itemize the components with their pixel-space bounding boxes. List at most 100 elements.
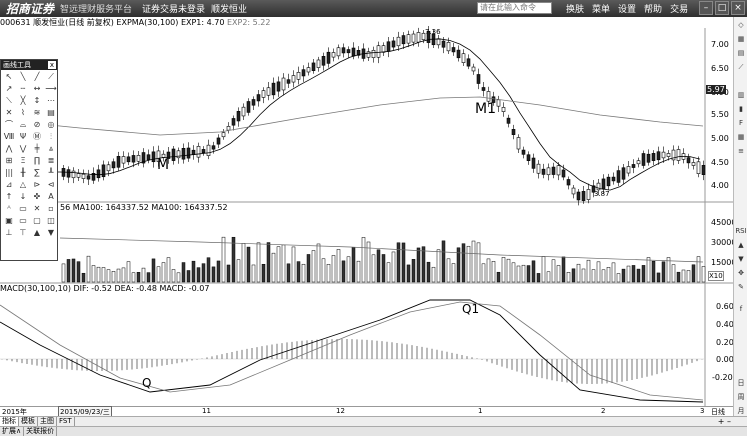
draw-tool-icon[interactable]: ↕ bbox=[33, 96, 41, 105]
draw-tool-icon[interactable]: ⟍ bbox=[6, 96, 12, 105]
sidebar-bars-icon[interactable]: ▮ bbox=[739, 105, 743, 113]
draw-tool-icon[interactable]: ⌇ bbox=[21, 108, 25, 117]
tab-indicator[interactable]: 指标 bbox=[0, 417, 19, 426]
close-icon[interactable]: × bbox=[731, 1, 745, 15]
draw-tool-icon[interactable]: Ψ bbox=[19, 132, 27, 141]
draw-tool-icon[interactable]: ⊘ bbox=[33, 120, 41, 129]
volume-bar bbox=[521, 264, 526, 283]
menu-help[interactable]: 帮助 bbox=[644, 5, 663, 15]
draw-tool-icon[interactable]: ╨ bbox=[48, 168, 54, 177]
sidebar-day[interactable]: 日 bbox=[737, 379, 745, 387]
tab-related-quotes[interactable]: 关联报价 bbox=[24, 427, 58, 436]
sidebar-list-icon[interactable]: ▥ bbox=[737, 91, 745, 99]
tab-expand[interactable]: 扩展∧ bbox=[0, 427, 25, 436]
draw-tool-icon[interactable]: ╌ bbox=[20, 84, 26, 93]
draw-tool-icon[interactable]: A bbox=[48, 192, 54, 201]
sidebar-line-icon[interactable]: ⟋ bbox=[738, 63, 744, 71]
candle-body bbox=[396, 36, 401, 47]
menu-main[interactable]: 菜单 bbox=[592, 5, 611, 15]
trade-login-status[interactable]: 证券交易未登录 bbox=[142, 5, 206, 15]
volume-bar bbox=[171, 269, 176, 283]
draw-tool-icon[interactable]: ⟶ bbox=[45, 84, 57, 93]
draw-tool-icon[interactable]: ✕ bbox=[5, 108, 13, 117]
candle-body bbox=[151, 151, 156, 163]
draw-tool-icon[interactable]: ╳ bbox=[20, 96, 26, 105]
time-axis-period[interactable]: 日线 bbox=[711, 408, 725, 416]
minimize-icon[interactable]: – bbox=[699, 1, 713, 15]
draw-tool-icon[interactable]: ╪ bbox=[34, 144, 40, 153]
draw-tool-icon[interactable]: ▭ bbox=[19, 204, 27, 213]
draw-tool-icon[interactable]: ↗ bbox=[5, 84, 13, 93]
draw-tool-icon[interactable]: ∏ bbox=[33, 156, 41, 165]
draw-tool-icon[interactable]: ▫ bbox=[48, 204, 54, 213]
draw-tool-icon[interactable]: ▤ bbox=[47, 108, 55, 117]
zoom-minus-plus-icon[interactable]: + – bbox=[717, 417, 731, 426]
maximize-icon[interactable]: □ bbox=[715, 1, 729, 15]
sidebar-chart-icon[interactable]: ▤ bbox=[737, 49, 745, 57]
volume-bar bbox=[126, 261, 131, 283]
draw-tool-icon[interactable]: ↔ bbox=[33, 84, 41, 93]
sidebar-grid-icon[interactable]: ▦ bbox=[737, 35, 745, 43]
draw-tool-icon[interactable]: ⊳ bbox=[33, 180, 41, 189]
draw-tool-icon[interactable]: ↓ bbox=[19, 192, 27, 201]
draw-tool-icon[interactable]: △ bbox=[19, 180, 27, 189]
tab-template[interactable]: 模板 bbox=[19, 417, 38, 426]
draw-tool-icon[interactable]: ✜ bbox=[33, 192, 41, 201]
draw-tool-icon[interactable]: Ⅷ bbox=[3, 132, 15, 141]
sidebar-table-icon[interactable]: ▦ bbox=[737, 133, 745, 141]
draw-tool-icon[interactable]: Ξ bbox=[20, 156, 26, 165]
volume-bar bbox=[301, 263, 306, 283]
draw-tool-icon[interactable]: ◎ bbox=[47, 120, 55, 129]
sidebar-f10-icon[interactable]: F bbox=[738, 119, 744, 127]
command-search-input[interactable]: 请在此输入命令 bbox=[477, 2, 552, 14]
draw-tool-icon[interactable]: ▭ bbox=[19, 216, 27, 225]
draw-tool-icon[interactable]: ⋁ bbox=[19, 144, 27, 153]
tab-fst[interactable]: FST bbox=[57, 417, 75, 426]
sidebar-info-icon[interactable]: ≡ bbox=[738, 147, 744, 155]
draw-tool-icon[interactable]: ≣ bbox=[47, 156, 55, 165]
draw-tool-icon[interactable]: ▢ bbox=[33, 216, 41, 225]
draw-tool-icon[interactable]: ◫ bbox=[47, 216, 55, 225]
draw-tool-icon[interactable]: ▲ bbox=[33, 228, 41, 237]
draw-tool-icon[interactable]: ⫶ bbox=[50, 132, 52, 141]
draw-tool-icon[interactable]: ⌓ bbox=[19, 120, 27, 129]
draw-tool-icon[interactable]: ╫ bbox=[20, 168, 26, 177]
draw-tool-icon[interactable]: ⟋ bbox=[48, 72, 54, 81]
tab-main-chart[interactable]: 主图 bbox=[38, 417, 57, 426]
draw-tool-icon[interactable]: ↑ bbox=[5, 192, 13, 201]
draw-tool-icon[interactable]: ⩓ bbox=[48, 144, 54, 153]
draw-tool-icon[interactable]: ≋ bbox=[33, 108, 41, 117]
toolbox-close-icon[interactable]: x bbox=[48, 61, 56, 69]
menu-settings[interactable]: 设置 bbox=[618, 5, 637, 15]
draw-tool-icon[interactable]: Ⓜ bbox=[33, 132, 41, 141]
draw-tool-icon[interactable]: ╱ bbox=[34, 72, 40, 81]
draw-tool-icon[interactable]: ⊿ bbox=[5, 180, 13, 189]
draw-tool-icon[interactable]: ↖ bbox=[5, 72, 13, 81]
draw-tool-icon[interactable]: ⊤ bbox=[19, 228, 27, 237]
draw-tool-icon[interactable]: ᴬ bbox=[7, 204, 11, 213]
draw-tool-icon[interactable]: ∑ bbox=[34, 168, 40, 177]
draw-tool-icon[interactable]: ⋀ bbox=[5, 144, 13, 153]
draw-tool-icon[interactable]: ⊥ bbox=[5, 228, 13, 237]
sidebar-up-icon[interactable]: ▲ bbox=[738, 241, 744, 249]
menu-trade[interactable]: 交易 bbox=[670, 5, 689, 15]
sidebar-pen-icon[interactable]: ✎ bbox=[738, 283, 744, 291]
draw-tool-icon[interactable]: ⌒ bbox=[5, 120, 13, 129]
draw-tool-icon[interactable]: ⊞ bbox=[5, 156, 13, 165]
sidebar-week[interactable]: 周 bbox=[737, 393, 745, 401]
draw-tool-icon[interactable]: ✕ bbox=[33, 204, 41, 213]
sidebar-fx-icon[interactable]: f bbox=[739, 305, 743, 313]
draw-tool-icon[interactable]: ▣ bbox=[5, 216, 13, 225]
draw-tool-icon[interactable]: ╲ bbox=[20, 72, 26, 81]
sidebar-month[interactable]: 月 bbox=[737, 407, 745, 415]
volume-bar bbox=[546, 271, 551, 283]
sidebar-rsi[interactable]: RSI bbox=[735, 227, 747, 235]
sidebar-move-icon[interactable]: ✥ bbox=[738, 269, 744, 277]
sidebar-down-icon[interactable]: ▼ bbox=[738, 255, 744, 263]
menu-skin[interactable]: 换肤 bbox=[566, 5, 585, 15]
sidebar-zoom-icon[interactable]: ◇ bbox=[738, 21, 744, 29]
draw-tool-icon[interactable]: ||| bbox=[4, 168, 14, 177]
draw-tool-icon[interactable]: ⋯ bbox=[47, 96, 55, 105]
draw-tool-icon[interactable]: ⊲ bbox=[47, 180, 55, 189]
draw-tool-icon[interactable]: ▼ bbox=[47, 228, 55, 237]
